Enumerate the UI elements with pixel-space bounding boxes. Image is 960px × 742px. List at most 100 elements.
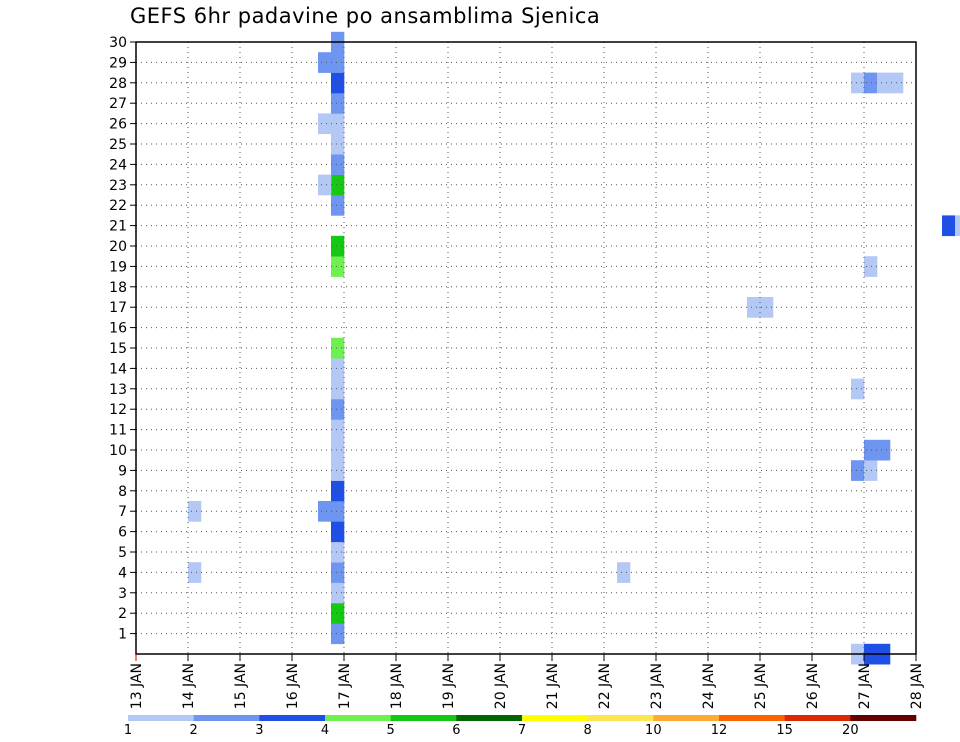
heatmap-cell (318, 174, 332, 196)
heatmap-cell (331, 582, 345, 604)
y-tick-label: 30 (109, 35, 127, 51)
y-tick-label: 19 (109, 259, 127, 275)
heatmap-cell (331, 93, 345, 114)
heatmap-cell (331, 235, 345, 257)
heatmap-cell (331, 52, 345, 73)
y-tick-label: 10 (109, 443, 127, 459)
x-tick-label: 21 JAN (545, 663, 561, 709)
y-tick-label: 29 (109, 55, 127, 71)
x-axis-ticks: 13 JAN 14 JAN 15 JAN 16 JAN 17 JAN 18 JAN 19 J… (129, 654, 925, 709)
heatmap-cell (331, 480, 345, 502)
y-tick-label: 13 (109, 382, 127, 398)
legend-label: 8 (584, 723, 592, 738)
legend-swatch (259, 715, 326, 721)
x-tick-label: 22 JAN (597, 663, 613, 709)
legend-swatch (522, 715, 588, 721)
heatmap-cell (188, 562, 202, 583)
legend-swatch (128, 715, 194, 721)
heatmap-cell (318, 113, 332, 135)
y-tick-label: 26 (109, 117, 127, 133)
grid-lines (136, 41, 916, 654)
legend-label: 7 (518, 723, 526, 738)
heatmap-cell (942, 215, 956, 237)
heatmap-cell (331, 72, 345, 94)
heatmap-cell (331, 603, 345, 624)
legend-swatch (850, 715, 917, 721)
y-tick-label: 28 (109, 76, 127, 92)
heatmap-cell (331, 358, 345, 379)
heatmap-cell (877, 439, 891, 461)
heatmap-cell (331, 541, 345, 563)
heatmap-cell (331, 501, 345, 522)
heatmap-cell (877, 72, 891, 94)
legend-label: 20 (842, 723, 859, 738)
heatmap-cell (331, 378, 345, 400)
legend-label: 10 (645, 723, 662, 738)
legend-swatch (456, 715, 523, 721)
legend-label: 4 (321, 723, 329, 738)
y-tick-label: 3 (118, 586, 127, 602)
y-tick-label: 11 (109, 423, 127, 439)
x-tick-label: 20 JAN (493, 663, 509, 709)
legend-swatch (719, 715, 785, 721)
y-tick-label: 9 (118, 463, 127, 479)
x-tick-label: 16 JAN (285, 663, 301, 709)
legend-swatch (653, 715, 720, 721)
heatmap-cell (331, 337, 345, 359)
heatmap-cell (331, 562, 345, 583)
legend-label: 2 (190, 723, 198, 738)
chart-title: GEFS 6hr padavine po ansamblima Sjenica (130, 4, 601, 28)
y-tick-label: 20 (109, 239, 127, 255)
legend-label: 15 (776, 723, 793, 738)
heatmap-cell (864, 460, 878, 481)
heatmap-cell (864, 439, 878, 461)
legend-label: 3 (255, 723, 263, 738)
legend-swatch (390, 715, 457, 721)
heatmap-cell (617, 562, 631, 583)
heatmap-cell (331, 195, 345, 216)
y-tick-label: 15 (109, 341, 127, 357)
y-tick-label: 27 (109, 96, 127, 112)
heatmap-cell (331, 460, 345, 481)
legend-swatch (784, 715, 851, 721)
heatmap-cell (331, 419, 345, 441)
legend-label: 12 (711, 723, 728, 738)
y-tick-label: 6 (118, 525, 127, 541)
heatmap-cell (864, 72, 878, 94)
legend-label: 1 (124, 723, 132, 738)
legend-label: 5 (387, 723, 395, 738)
y-tick-label: 4 (118, 565, 127, 581)
heatmap-cell (331, 256, 345, 277)
x-tick-label: 17 JAN (337, 663, 353, 709)
x-tick-label: 28 JAN (909, 663, 925, 709)
y-tick-label: 21 (109, 219, 127, 235)
legend-swatch (587, 715, 654, 721)
y-tick-label: 1 (118, 627, 127, 643)
heatmap-cell (851, 72, 865, 94)
y-tick-label: 24 (109, 157, 127, 173)
heatmap-cell (851, 378, 865, 400)
heatmap-cell (331, 399, 345, 420)
y-tick-label: 23 (109, 178, 127, 194)
legend-swatch (193, 715, 260, 721)
x-tick-label: 18 JAN (389, 663, 405, 709)
heatmap-cell (331, 133, 345, 155)
heatmap-cell (331, 174, 345, 196)
y-axis-ticks: 1234567891011121314151617181920212223242… (109, 35, 136, 643)
legend-swatch (325, 715, 391, 721)
x-tick-label: 13 JAN (129, 663, 145, 709)
heatmap-cell (331, 154, 345, 175)
heatmap-cell (747, 297, 761, 318)
x-tick-label: 25 JAN (753, 663, 769, 709)
legend-label: 6 (452, 723, 460, 738)
heatmap-cell (864, 256, 878, 277)
y-tick-label: 17 (109, 300, 127, 316)
heatmap-cell (318, 501, 332, 522)
heatmap-cell (331, 113, 345, 135)
y-tick-label: 5 (118, 545, 127, 561)
y-tick-label: 18 (109, 280, 127, 296)
heatmap-cell (318, 52, 332, 73)
x-tick-label: 27 JAN (857, 663, 873, 709)
heatmap-cell (188, 501, 202, 522)
x-tick-label: 19 JAN (441, 663, 457, 709)
